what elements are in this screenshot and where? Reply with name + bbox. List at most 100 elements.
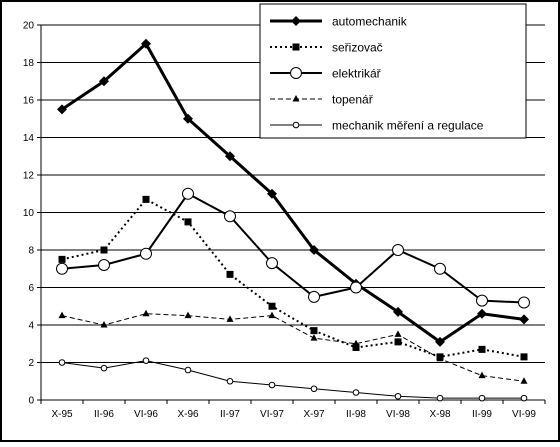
data-point [520,377,528,384]
data-point [56,262,68,275]
data-point [392,244,404,256]
data-point [520,353,528,361]
legend-entry: elektrikář [270,67,382,81]
data-point [520,394,528,402]
legend-entry: topenář [270,93,374,107]
y-tick-label: 14 [23,133,35,144]
data-point [477,308,487,319]
axes: 0 2 4 6 8 10 12 14 16 18 20 X-95 II-96 VI-96 X-96 II-97… [23,21,546,420]
x-tick-label: X-95 [51,409,73,420]
y-tick-label: 12 [23,171,35,182]
legend-marker [291,16,301,26]
data-point [98,259,110,271]
data-point [266,257,278,270]
data-point [478,371,486,379]
data-point [57,104,67,115]
legend-marker [290,67,302,79]
x-tick-label: VI-99 [512,409,536,420]
y-tick-label: 10 [23,208,35,219]
data-point [226,270,234,278]
y-tick-label: 4 [28,321,34,332]
data-point [352,344,360,351]
data-point [310,334,318,341]
data-point [58,311,66,319]
data-point [100,246,108,254]
y-tick-label: 2 [28,358,34,369]
data-point [99,76,109,87]
x-tick-label: II-99 [472,409,492,420]
x-tick-label: VI-98 [386,409,410,420]
data-point [184,311,192,319]
data-point [100,321,108,328]
x-tick-label: X-98 [429,409,451,420]
series-line [61,42,525,344]
legend-marker [292,95,300,102]
data-point [267,188,277,199]
data-point [142,195,150,203]
data-point [519,314,529,325]
x-tick-label: VI-97 [260,409,284,420]
legend: automechanik seřizovač elektrikář topenář me… [259,3,527,139]
data-point [140,247,152,260]
data-point [310,327,318,335]
data-point [141,38,151,49]
data-point [393,306,403,317]
legend-marker [292,43,300,51]
x-tick-label: II-97 [220,409,240,420]
legend-entry: mechanik měření a regulace [270,119,484,133]
x-tick-label: VI-96 [134,409,158,420]
legend-label: elektrikář [332,67,382,81]
legend-label: automechanik [332,15,408,29]
data-point [58,359,66,366]
data-point [100,364,108,372]
data-point [309,245,319,255]
series-line [61,313,525,382]
data-point [184,218,192,226]
data-point [142,357,150,364]
series-3 [56,187,530,309]
legend-marker [292,121,300,129]
legend-entry: automechanik [270,15,408,29]
data-point [308,290,320,303]
legend-label: topenář [332,93,374,107]
data-point [518,296,530,309]
data-point [436,354,444,362]
series-1 [57,38,529,347]
data-point [226,377,234,385]
y-tick-label: 0 [28,396,34,407]
series-5 [58,357,528,402]
data-point [226,315,234,322]
data-point [184,366,192,374]
data-point [225,151,235,162]
data-point [58,255,66,263]
data-point [394,330,402,337]
series-line [61,198,525,358]
series-line [61,360,524,399]
x-tick-label: X-96 [177,409,199,420]
x-tick-label: II-96 [94,409,114,420]
data-point [268,311,276,319]
y-tick-label: 8 [28,246,34,257]
y-tick-label: 20 [23,21,35,32]
data-point [434,262,446,275]
data-point [352,339,360,347]
data-point [435,336,445,347]
legend-box [259,3,527,139]
data-point [142,309,150,317]
x-tick-label: X-97 [303,409,325,420]
legend-label: mechanik měření a regulace [332,119,484,133]
series-group [56,38,530,402]
legend-label: seřizovač [332,41,383,55]
data-point [182,187,194,200]
x-tick-label: II-98 [346,409,366,420]
data-point [478,394,486,402]
data-point [352,389,360,396]
data-point [310,385,318,393]
legend-entry: seřizovač [270,41,383,55]
data-point [268,381,276,389]
data-point [394,338,402,346]
y-tick-label: 16 [23,96,35,107]
data-point [350,281,362,294]
